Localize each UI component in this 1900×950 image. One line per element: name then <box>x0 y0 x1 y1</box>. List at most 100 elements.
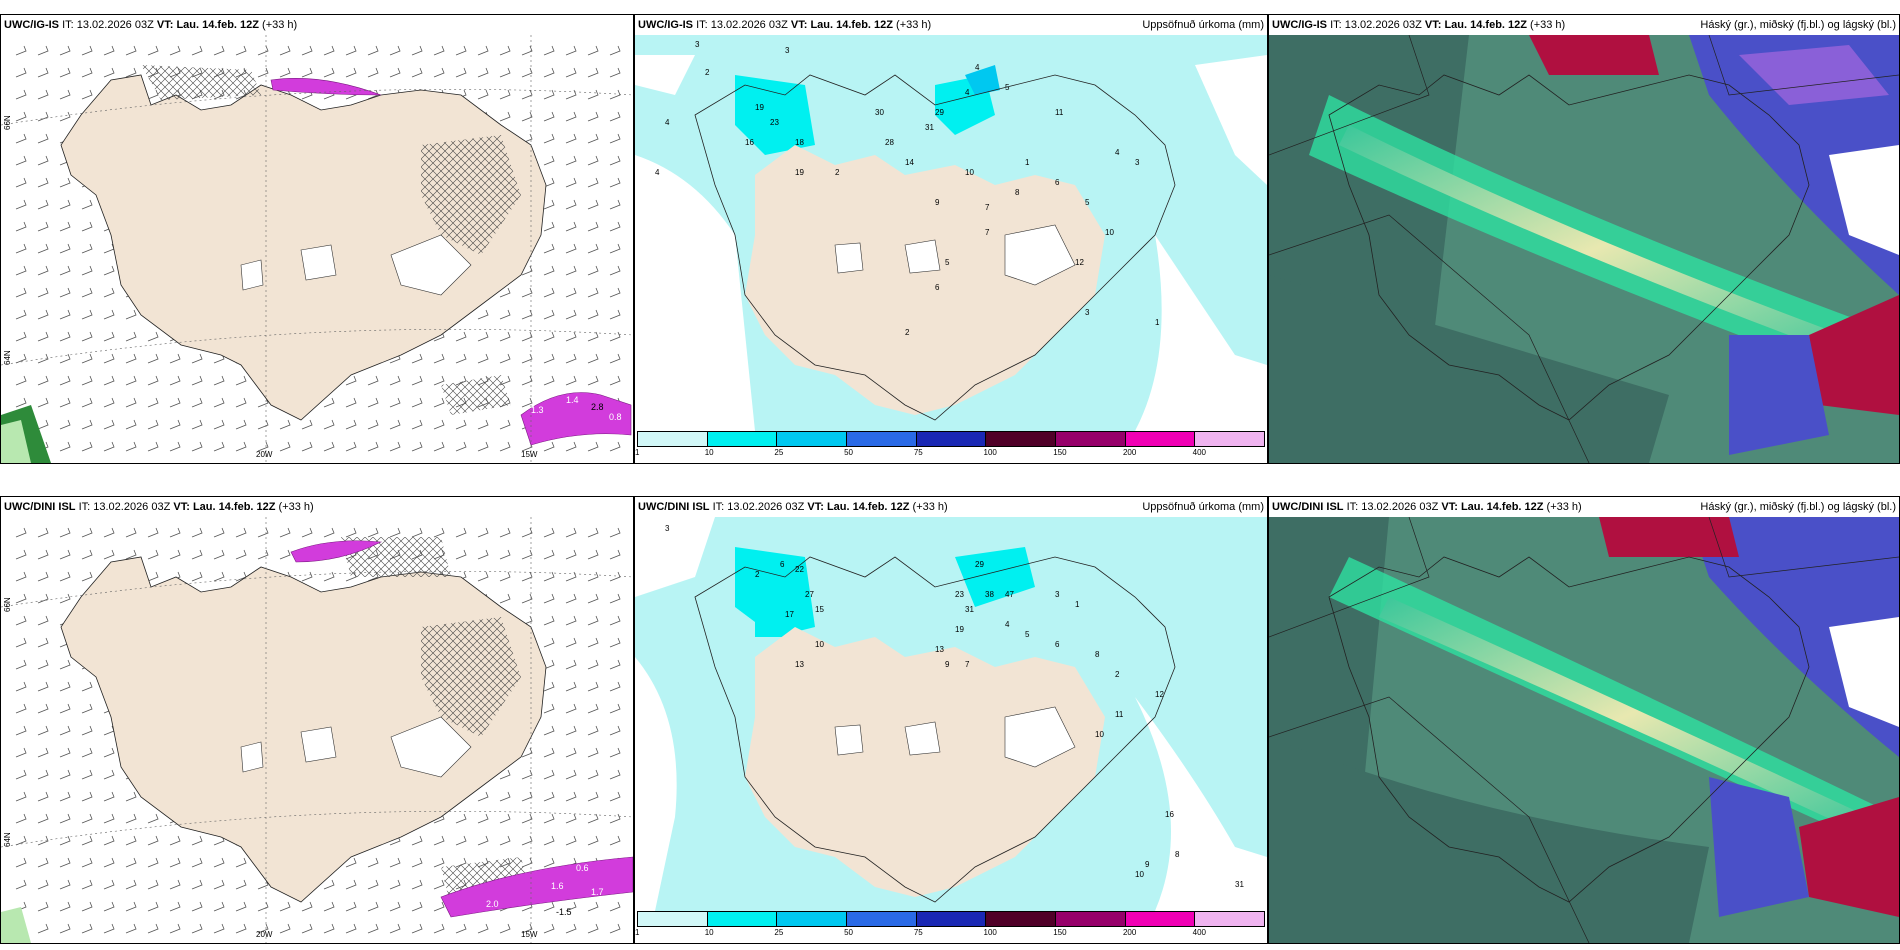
wind-barb-icon <box>587 615 599 626</box>
wind-barb-icon <box>389 879 401 890</box>
wind-barb-icon <box>235 441 247 452</box>
wind-barb-icon <box>543 615 555 626</box>
lead-time: (+33 h) <box>1530 19 1566 31</box>
wind-barb-icon <box>37 89 49 100</box>
wind-barb-icon <box>543 67 555 78</box>
wind-barb-icon <box>499 527 511 538</box>
precip-colorbar: 1 10 25 50 75 100 150 200 400 <box>635 431 1265 459</box>
precip-value-label: 17 <box>785 610 794 619</box>
lead-time: (+33 h) <box>1546 501 1582 513</box>
wind-barb-icon <box>147 45 159 56</box>
wind-barb-icon <box>15 527 27 538</box>
precip-value-label: 3 <box>1135 158 1140 167</box>
wind-barb-icon <box>81 571 93 582</box>
wind-barb-icon <box>587 177 599 188</box>
wind-barb-icon <box>37 397 49 408</box>
wind-barb-icon <box>81 287 93 298</box>
wind-barb-icon <box>609 441 621 452</box>
colorbar-label: 25 <box>774 928 784 937</box>
wind-barb-icon <box>191 527 203 538</box>
wind-value: 1.7 <box>591 887 604 897</box>
wind-barb-icon <box>477 923 489 934</box>
magenta-area-southeast <box>440 856 633 918</box>
wind-barb-icon <box>543 199 555 210</box>
wind-barb-icon <box>125 353 137 364</box>
wind-barb-icon <box>191 857 203 868</box>
wind-barb-icon <box>103 901 115 912</box>
wind-barb-icon <box>81 309 93 320</box>
wind-barb-icon <box>103 331 115 342</box>
wind-barb-icon <box>477 89 489 100</box>
wind-barb-icon <box>37 45 49 56</box>
wind-barb-icon <box>81 549 93 560</box>
wind-barb-icon <box>433 441 445 452</box>
colorbar-swatch <box>638 912 708 926</box>
precip-value-label: 4 <box>665 118 670 127</box>
wind-barb-icon <box>81 243 93 254</box>
model-name: UWC/DINI ISL <box>1272 501 1344 513</box>
wind-barb-icon <box>169 397 181 408</box>
colorbar-label: 200 <box>1122 928 1137 937</box>
wind-barb-icon <box>587 375 599 386</box>
wind-barb-icon <box>609 769 621 780</box>
wind-barb-icon <box>37 287 49 298</box>
cloud-map <box>1269 35 1899 463</box>
wind-barb-icon <box>565 353 577 364</box>
wind-barb-icon <box>37 813 49 824</box>
vt-value: Lau. 14.feb. 12Z <box>826 501 910 513</box>
wind-barb-icon <box>565 221 577 232</box>
cloud-title: Háský (gr.), miðský (fj.bl.) og lágský (… <box>1700 501 1896 513</box>
wind-barb-icon <box>389 923 401 934</box>
wind-barb-icon <box>389 441 401 452</box>
wind-barb-icon <box>323 397 335 408</box>
precip-value-label: 3 <box>695 40 700 49</box>
wind-barb-icon <box>323 571 335 582</box>
wind-barb-icon <box>521 835 533 846</box>
precip-value-label: 4 <box>975 63 980 72</box>
wind-barb-icon <box>345 857 357 868</box>
wind-barb-icon <box>587 133 599 144</box>
colorbar-swatch <box>847 912 917 926</box>
wind-barb-icon <box>37 571 49 582</box>
wind-barb-icon <box>37 879 49 890</box>
wind-barb-icon <box>147 879 159 890</box>
wind-barb-icon <box>125 791 137 802</box>
wind-barb-icon <box>279 901 291 912</box>
precip-panel-2: UWC/DINI ISL IT: 13.02.2026 03Z VT: Lau.… <box>634 496 1268 944</box>
wind-barb-icon <box>455 353 467 364</box>
vt-value: Lau. 14.feb. 12Z <box>1460 501 1544 513</box>
wind-barb-icon <box>565 309 577 320</box>
wind-value: 1.3 <box>531 405 544 415</box>
wind-barb-icon <box>81 375 93 386</box>
wind-barb-icon <box>81 441 93 452</box>
wind-barb-icon <box>345 45 357 56</box>
precip-value-label: 23 <box>770 118 779 127</box>
wind-barb-icon <box>411 353 423 364</box>
precip-value-label: 5 <box>1005 83 1010 92</box>
wind-barb-icon <box>609 133 621 144</box>
wind-barb-icon <box>169 45 181 56</box>
wind-barb-icon <box>191 571 203 582</box>
wind-barb-icon <box>15 111 27 122</box>
wind-barb-icon <box>235 549 247 560</box>
wind-barb-icon <box>499 549 511 560</box>
wind-barb-icon <box>499 45 511 56</box>
wind-barb-icon <box>125 331 137 342</box>
precip-value-label: 3 <box>665 524 670 533</box>
wind-barb-icon <box>59 659 71 670</box>
wind-barb-icon <box>213 923 225 934</box>
wind-barb-icon <box>15 375 27 386</box>
wind-barb-icon <box>609 331 621 342</box>
wind-barb-icon <box>367 923 379 934</box>
wind-barb-icon <box>345 923 357 934</box>
wind-barb-icon <box>81 923 93 934</box>
wind-barb-icon <box>455 923 467 934</box>
wind-barb-icon <box>103 441 115 452</box>
wind-barb-icon <box>81 221 93 232</box>
wind-barb-icon <box>565 265 577 276</box>
wind-barb-icon <box>565 441 577 452</box>
precip-value-label: 6 <box>1055 178 1060 187</box>
wind-barb-icon <box>565 681 577 692</box>
magenta-area-north <box>270 78 382 96</box>
wind-barb-icon <box>37 265 49 276</box>
